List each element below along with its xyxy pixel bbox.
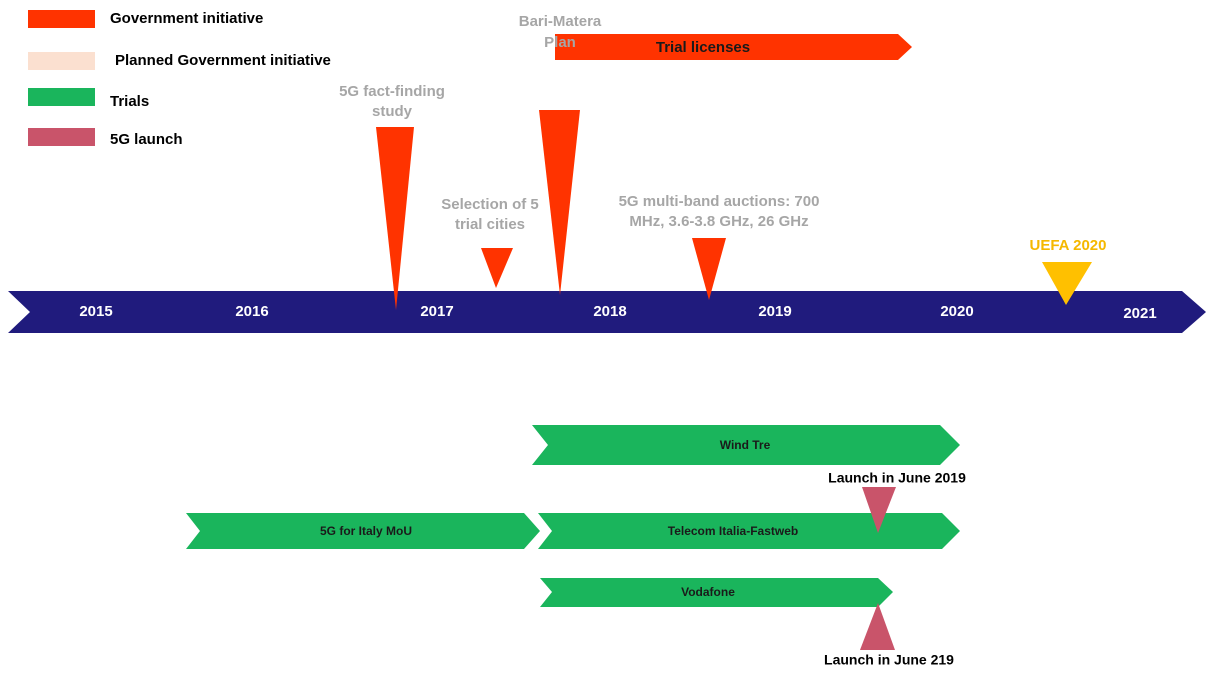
trial-arrow: [186, 513, 540, 549]
event-label: study: [372, 103, 413, 120]
event-label: trial cities: [455, 216, 525, 233]
trial-licenses-label: Trial licenses: [656, 39, 750, 56]
event-marker: [692, 238, 726, 300]
year-label: 2015: [79, 303, 112, 320]
legend-label: Planned Government initiative: [115, 52, 331, 69]
event-label: Bari-Matera: [519, 13, 602, 30]
launch-label: Launch in June 2019: [828, 470, 966, 486]
trial-arrow: [532, 425, 960, 465]
trial-label: Telecom Italia-Fastweb: [668, 524, 798, 538]
year-label: 2019: [758, 303, 791, 320]
legend-label: 5G launch: [110, 131, 183, 148]
trial-arrow: [540, 578, 893, 607]
trial-label: Vodafone: [681, 585, 735, 599]
legend-swatch: [28, 52, 95, 70]
launch-marker: [862, 487, 896, 533]
timeline-band: [8, 291, 1206, 333]
event-label: 5G multi-band auctions: 700: [619, 193, 820, 210]
launch-marker: [860, 603, 895, 650]
event-marker: [481, 248, 513, 288]
legend-label: Trials: [110, 93, 149, 110]
legend-swatch: [28, 10, 95, 28]
trial-arrow: [538, 513, 960, 549]
event-label: UEFA 2020: [1030, 237, 1107, 254]
year-label: 2021: [1123, 305, 1156, 322]
event-marker: [539, 110, 580, 295]
event-label: 5G fact-finding: [339, 83, 445, 100]
trial-label: Wind Tre: [720, 438, 771, 452]
event-marker: [1042, 262, 1092, 305]
launch-label: Launch in June 219: [824, 652, 954, 668]
event-label: MHz, 3.6-3.8 GHz, 26 GHz: [629, 213, 808, 230]
year-label: 2018: [593, 303, 626, 320]
legend-swatch: [28, 128, 95, 146]
trial-licenses-bar: [555, 34, 912, 60]
year-label: 2016: [235, 303, 268, 320]
legend-label: Government initiative: [110, 10, 263, 27]
trial-label: 5G for Italy MoU: [320, 524, 412, 538]
legend-swatch: [28, 88, 95, 106]
event-marker: [376, 127, 414, 310]
year-label: 2020: [940, 303, 973, 320]
year-label: 2017: [420, 303, 453, 320]
event-label: Plan: [544, 34, 576, 51]
event-label: Selection of 5: [441, 196, 539, 213]
